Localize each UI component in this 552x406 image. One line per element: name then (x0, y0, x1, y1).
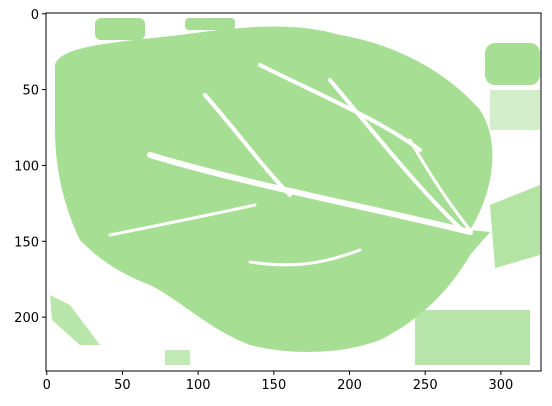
y-tick-label: 100 (14, 159, 39, 174)
y-tick-label: 0 (31, 8, 39, 23)
vein (203, 93, 292, 197)
x-tick-label: 300 (488, 378, 513, 393)
y-tick-label: 50 (22, 84, 39, 99)
vein (108, 203, 257, 237)
y-tick-label: 150 (14, 235, 39, 250)
x-tick-label: 150 (261, 378, 286, 393)
fragment (95, 18, 145, 40)
fragment (50, 295, 100, 345)
vein (408, 138, 472, 232)
fragment (490, 90, 540, 130)
x-tick-label: 250 (413, 378, 438, 393)
vein (258, 63, 422, 152)
axes-frame (45, 12, 542, 372)
x-tick-label: 0 (43, 378, 51, 393)
vein (147, 152, 473, 235)
x-tick-label: 100 (186, 378, 211, 393)
vein (248, 248, 362, 267)
fragment (185, 18, 235, 30)
fragment (485, 43, 540, 85)
x-tick-label: 200 (337, 378, 362, 393)
fragment (165, 350, 190, 365)
y-tick-label: 200 (14, 311, 39, 326)
fragment (490, 185, 540, 268)
veins (108, 63, 473, 267)
vein (328, 78, 462, 230)
fragment (415, 310, 530, 365)
x-tick-label: 50 (114, 378, 131, 393)
